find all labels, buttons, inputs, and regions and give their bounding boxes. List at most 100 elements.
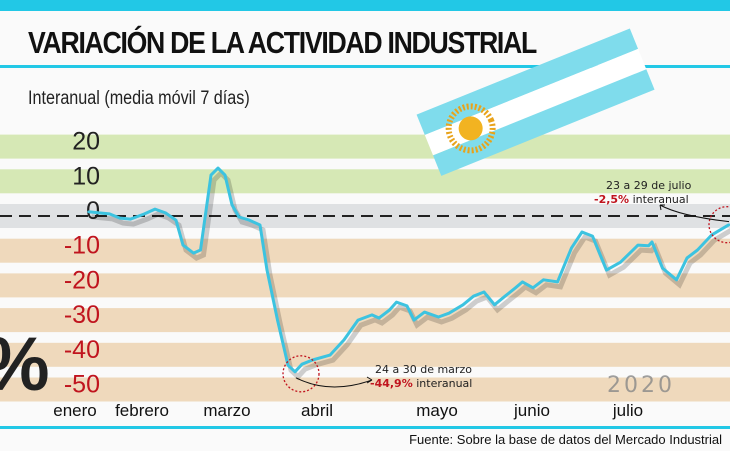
data-point [108,212,111,216]
month-label: marzo [203,401,250,420]
data-point [258,223,262,227]
data-point [237,215,241,219]
data-point [223,173,227,177]
data-point [696,248,699,252]
series-points [87,166,730,374]
y-tick-label: 20 [72,128,100,156]
top-accent-bar [0,0,730,11]
page-title: VARIACIÓN DE LA ACTIVIDAD INDUSTRIAL [28,25,537,60]
background-band [0,134,730,159]
annotation-period: 24 a 30 de marzo [375,363,472,376]
data-point [199,248,202,252]
annotation-arrow [659,204,730,223]
year-watermark: 2020 [607,373,675,398]
data-point [230,203,234,207]
background-band [0,308,730,333]
y-tick-label: -50 [64,371,100,399]
data-point [248,218,251,222]
data-point [685,256,689,260]
data-point [461,303,465,307]
data-point [619,260,622,264]
highlight-circle [708,206,730,244]
annotation-period: 23 a 29 de julio [606,179,692,192]
data-point [265,268,269,272]
y-tick-label: -10 [64,232,100,260]
data-point [276,318,279,322]
data-point [356,318,360,322]
data-point [370,313,374,317]
data-point [591,234,594,238]
data-point [97,211,101,215]
background-band [0,342,730,367]
month-label: enero [53,401,96,420]
data-point [556,280,559,284]
data-point [412,318,416,322]
data-point [514,286,517,290]
data-point [118,216,122,220]
series-line [88,166,730,374]
data-point [482,290,486,294]
title-divider [0,65,730,68]
y-tick-label: -30 [64,301,100,329]
background-band [0,377,730,402]
data-point [164,211,167,215]
argentina-flag-icon [416,28,655,176]
y-tick-label: -40 [64,336,100,364]
data-point [395,300,398,304]
background-band [0,273,730,298]
data-point [503,294,507,298]
annotation-last: 23 a 29 de julio -2,5% interanual [594,179,730,244]
data-point [447,311,451,315]
month-label: junio [513,401,550,420]
percent-sign: % [0,322,50,407]
annotation-arrow [295,376,373,388]
data-point [727,223,730,226]
data-point [636,243,640,247]
data-point [580,230,584,234]
data-point [202,223,206,227]
data-point [87,210,90,214]
source-note: Fuente: Sobre la base de datos del Merca… [409,432,722,447]
data-point [143,212,146,216]
data-point [181,243,185,247]
data-point [209,173,213,177]
annotation-value: -2,5% interanual [594,193,689,206]
data-point [153,207,157,211]
data-point [647,244,650,248]
data-point [293,370,297,374]
y-tick-label: -20 [64,266,100,294]
annotation-min: 24 a 30 de marzo -44,9% interanual [282,355,472,393]
data-point [342,338,346,342]
background-band [0,169,730,194]
month-label: febrero [115,401,169,420]
annotations: 24 a 30 de marzo -44,9% interanual 23 a … [282,179,730,393]
data-point [377,316,381,320]
x-axis-months: enero febrero marzo abril mayo junio julio [53,401,643,420]
data-point [542,278,545,282]
highlight-circle [282,355,320,393]
data-point [605,268,608,272]
month-label: mayo [416,401,458,420]
data-point [472,294,475,298]
y-tick-label: 10 [72,162,100,190]
data-point [405,304,409,308]
data-point [423,310,426,314]
month-label: abril [301,401,333,420]
data-point [570,246,573,250]
data-point [286,364,290,367]
data-point [521,280,524,284]
chart-subtitle: Interanual (media móvil 7 días) [28,88,250,109]
data-point [493,303,496,307]
data-point [650,240,654,244]
data-point [192,251,195,255]
data-point [661,266,664,270]
background-band [0,238,730,263]
data-point [328,353,332,357]
data-point [531,286,535,290]
data-point [129,217,132,221]
footer-divider [0,426,730,429]
data-point [216,166,220,170]
month-label: julio [612,401,643,420]
data-point [437,315,440,319]
